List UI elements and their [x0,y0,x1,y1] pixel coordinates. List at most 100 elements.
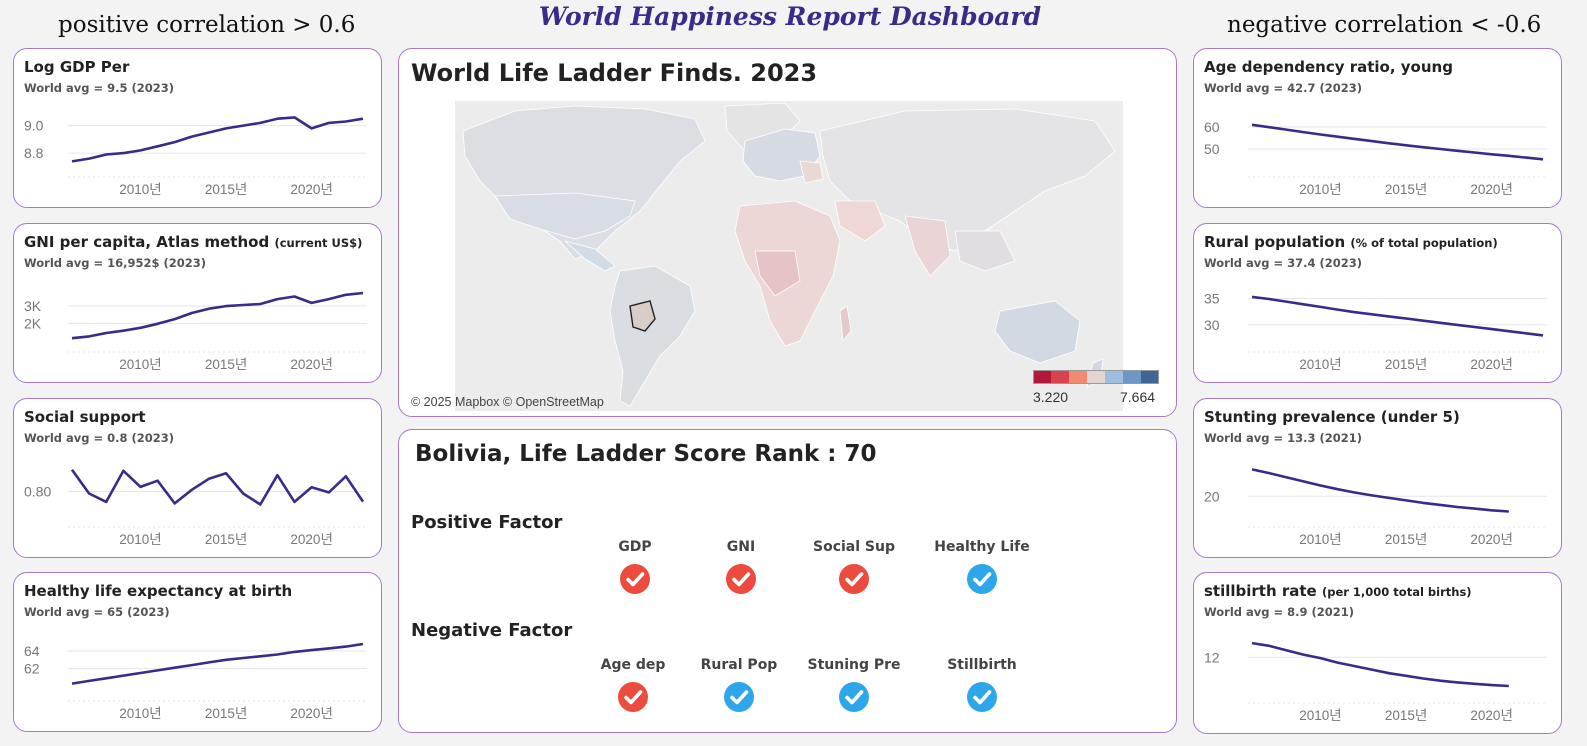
middle-east[interactable] [834,200,886,242]
x-tick-label: 2015년 [1385,708,1427,723]
card-title: Stunting prevalence (under 5) [1204,408,1460,426]
legend-swatch [1123,370,1141,384]
x-tick-label: 2015년 [1385,532,1427,547]
bolivia[interactable] [629,300,656,332]
log-gdp-card[interactable]: Log GDP Per World avg = 9.5 (2023) 9.0 8.… [13,48,382,208]
age-dependency-card[interactable]: Age dependency ratio, young World avg = … [1193,48,1562,208]
series-line[interactable] [1251,468,1509,513]
world-map[interactable] [455,101,1123,411]
world-average: World avg = 13.3 (2021) [1204,431,1363,445]
factor-age-dependency[interactable]: Age dep [573,657,693,712]
factor-social-support[interactable]: Social Sup [794,539,914,594]
world-average: World avg = 9.5 (2023) [24,81,175,95]
factor-healthy-life[interactable]: Healthy Life [922,539,1042,594]
factor-label: Stillbirth [947,657,1017,673]
x-tick-label: 2020년 [290,532,332,547]
check-icon [620,564,650,594]
legend-swatch [1069,370,1087,384]
x-tick-label: 2010년 [119,357,161,372]
world-average: World avg = 65 (2023) [24,605,170,619]
mexico[interactable] [564,240,616,272]
sparkline-chart: 35 30 2010년 2015년 2020년 [1204,290,1547,372]
series-line[interactable] [1251,641,1509,688]
x-tick-label: 2010년 [119,182,161,197]
card-title: Social support [24,408,146,426]
world-average: World avg = 42.7 (2023) [1204,81,1363,95]
legend-swatch [1051,370,1069,384]
factor-gdp[interactable]: GDP [575,539,695,594]
y-tick-label: 2K [24,315,42,331]
factor-stillbirth[interactable]: Stillbirth [922,657,1042,712]
india[interactable] [904,215,951,277]
x-tick-label: 2015년 [205,357,247,372]
series-line[interactable] [1251,123,1544,161]
sparkline-chart: 20 2010년 2015년 2020년 [1204,468,1547,547]
check-icon [967,682,997,712]
healthy-life-card[interactable]: Healthy life expectancy at birth World a… [13,572,382,732]
y-tick-label: 35 [1204,290,1220,306]
factor-label: Rural Pop [700,657,778,673]
united-states[interactable] [494,192,636,240]
factor-label: Social Sup [813,539,895,555]
card-title: Log GDP Per [24,58,130,76]
central-africa[interactable] [754,250,801,297]
rank-card: Bolivia, Life Ladder Score Rank : 70 Pos… [398,429,1177,733]
series-line[interactable] [70,468,365,506]
x-tick-label: 2015년 [205,182,247,197]
y-tick-label: 8.8 [24,145,44,161]
rank-title: Bolivia, Life Ladder Score Rank : 70 [415,441,877,467]
factor-rural-population[interactable]: Rural Pop [679,657,799,712]
x-tick-label: 2010년 [1299,708,1341,723]
series-line[interactable] [71,116,364,163]
factor-label: Age dep [600,657,666,673]
legend-swatch [1105,370,1123,384]
x-tick-label: 2020년 [1470,708,1512,723]
positive-correlation-heading: positive correlation > 0.6 [58,12,356,38]
south-america[interactable] [609,265,696,407]
legend-border [1033,370,1159,384]
factor-label: Stuning Pre [807,657,901,673]
x-tick-label: 2010년 [119,532,161,547]
factor-stunting[interactable]: Stuning Pre [794,657,914,712]
x-tick-label: 2020년 [290,357,332,372]
x-tick-label: 2015년 [205,706,247,721]
x-tick-label: 2010년 [119,706,161,721]
factor-gni[interactable]: GNI [681,539,801,594]
negative-correlation-heading: negative correlation < -0.6 [1227,12,1542,38]
check-icon [839,564,869,594]
card-title: stillbirth rate (per 1,000 total births) [1204,582,1472,600]
x-tick-label: 2010년 [1299,357,1341,372]
southeast-asia[interactable] [954,230,1016,272]
series-line[interactable] [71,291,364,340]
map-attribution[interactable]: © 2025 Mapbox © OpenStreetMap [411,395,604,409]
legend-min: 3.220 [1033,389,1069,405]
series-line[interactable] [71,642,364,685]
x-tick-label: 2015년 [205,532,247,547]
rural-population-card[interactable]: Rural population (% of total population)… [1193,223,1562,383]
world-average: World avg = 37.4 (2023) [1204,256,1363,270]
world-average: World avg = 16,952$ (2023) [24,256,207,270]
sparkline-chart: 9.0 8.8 2010년 2015년 2020년 [24,116,367,197]
stillbirth-card[interactable]: stillbirth rate (per 1,000 total births)… [1193,572,1562,734]
stunting-card[interactable]: Stunting prevalence (under 5) World avg … [1193,398,1562,558]
card-title: Rural population (% of total population) [1204,233,1498,251]
legend-swatch [1033,370,1051,384]
card-title: Age dependency ratio, young [1204,58,1453,76]
x-tick-label: 2020년 [290,706,332,721]
y-tick-label: 9.0 [24,118,44,134]
map-title: World Life Ladder Finds. 2023 [411,59,818,87]
sparkline-chart: 0.80 2010년 2015년 2020년 [24,468,367,547]
check-icon [724,682,754,712]
legend-swatch [1141,370,1159,384]
eastern-europe[interactable] [799,160,824,184]
series-line[interactable] [1251,295,1544,337]
madagascar [839,305,852,343]
check-icon [839,682,869,712]
sparkline-chart: 60 50 2010년 2015년 2020년 [1204,119,1547,197]
australia[interactable] [994,300,1081,364]
legend-max: 7.664 [1120,389,1156,405]
social-support-card[interactable]: Social support World avg = 0.8 (2023) 0.… [13,398,382,558]
gni-card[interactable]: GNI per capita, Atlas method (current US… [13,223,382,383]
world-map-card[interactable]: World Life Ladder Finds. 2023 [398,48,1177,417]
